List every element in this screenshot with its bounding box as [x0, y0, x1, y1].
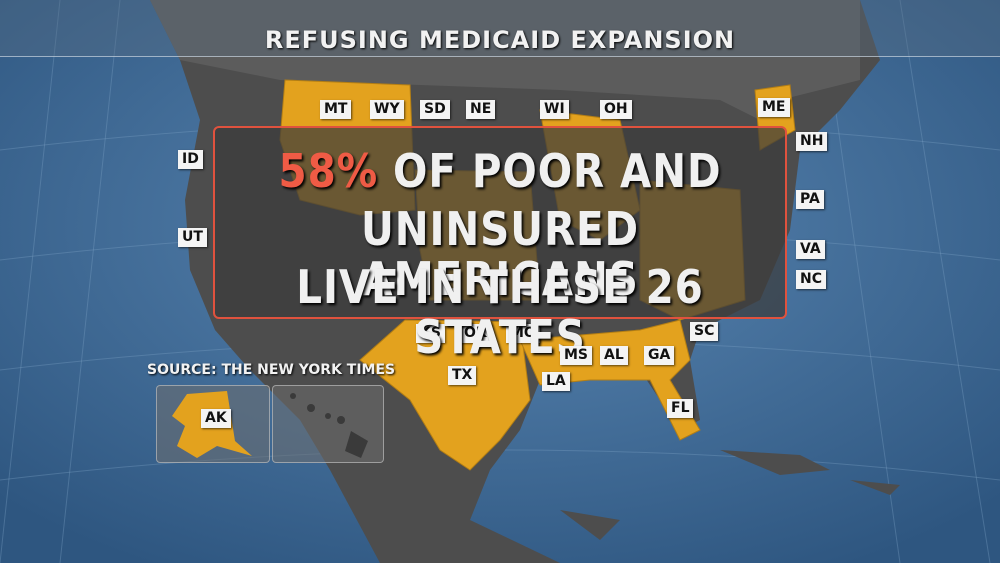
- hawaii-inset: [272, 385, 384, 463]
- state-label-mt: MT: [320, 100, 352, 119]
- state-label-ga: GA: [644, 346, 675, 365]
- hawaii-shape: [290, 393, 368, 458]
- state-label-id: ID: [178, 150, 203, 169]
- headline-line-1-text: OF POOR AND: [378, 144, 722, 198]
- state-label-wi: WI: [540, 100, 569, 119]
- state-label-fl: FL: [667, 399, 694, 418]
- state-label-sd: SD: [420, 100, 450, 119]
- alaska-inset: AK: [156, 385, 270, 463]
- state-label-ms: MS: [560, 346, 593, 365]
- state-label-tx: TX: [448, 366, 477, 385]
- state-label-pa: PA: [796, 190, 824, 209]
- canada-land: [150, 0, 860, 120]
- headline-percentage: 58%: [278, 144, 379, 198]
- state-label-ne: NE: [466, 100, 496, 119]
- state-label-sc: SC: [690, 322, 719, 341]
- headline-line-1: 58% OF POOR AND: [249, 146, 751, 196]
- page-title: REFUSING MEDICAID EXPANSION: [264, 26, 736, 54]
- state-label-va: VA: [796, 240, 825, 259]
- state-label-ut: UT: [178, 228, 207, 247]
- state-label-la: LA: [542, 372, 570, 391]
- state-label-wy: WY: [370, 100, 404, 119]
- source-credit: SOURCE: THE NEW YORK TIMES: [147, 362, 396, 378]
- state-label-ks: KS: [416, 324, 445, 343]
- state-label-mo: MO: [506, 324, 540, 343]
- state-label-oh: OH: [600, 100, 632, 119]
- state-label-ok: OK: [460, 324, 491, 343]
- state-label-ak: AK: [201, 409, 231, 428]
- title-bar: [0, 0, 1000, 57]
- state-label-me: ME: [758, 98, 790, 117]
- headline-callout: 58% OF POOR AND UNINSURED AMERICANS LIVE…: [213, 126, 787, 362]
- state-label-al: AL: [600, 346, 628, 365]
- headline-line-3: LIVE IN THESE 26 STATES: [296, 260, 704, 364]
- caribbean-land: [560, 450, 900, 540]
- headline-line-2: UNINSURED AMERICANS: [360, 202, 640, 306]
- state-label-nc: NC: [796, 270, 826, 289]
- state-label-nh: NH: [796, 132, 828, 151]
